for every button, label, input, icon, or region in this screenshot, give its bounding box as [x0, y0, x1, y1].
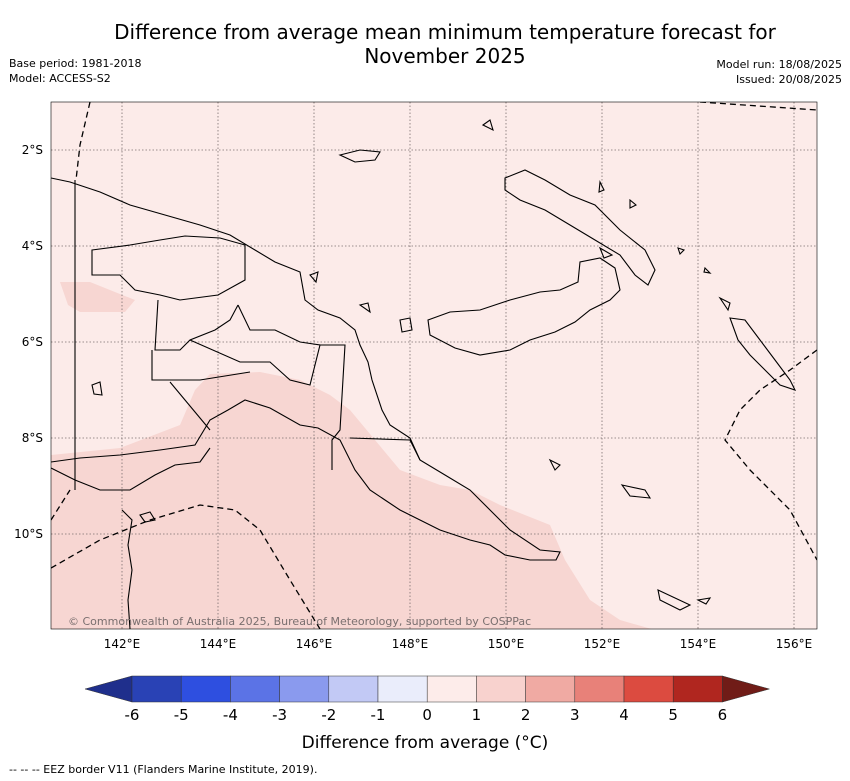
colorbar-swatch [180, 675, 231, 703]
south-coast-fly [51, 447, 211, 491]
colorbar-swatch [279, 675, 330, 703]
eez-borders [51, 102, 817, 629]
cape-york-coast [121, 509, 156, 629]
lon-label: 150°E [488, 637, 525, 651]
colorbar-swatch [426, 675, 477, 703]
colorbar-tick: -3 [272, 706, 287, 724]
lon-label: 156°E [776, 637, 813, 651]
colorbar-tick: 1 [472, 706, 482, 724]
latitude-labels: 2°S 4°S 6°S 8°S 10°S [14, 143, 43, 541]
colorbar-swatch [722, 675, 771, 703]
colorbar-swatch [131, 675, 182, 703]
colorbar-tick: -4 [223, 706, 238, 724]
colorbar-swatch [672, 675, 723, 703]
colorbar-tick: -5 [174, 706, 189, 724]
colorbar-swatch [377, 675, 428, 703]
new-guinea-coast [51, 177, 561, 561]
map-title: Difference from average mean minimum tem… [114, 20, 776, 68]
copyright-note: © Commonwealth of Australia 2025, Bureau… [68, 615, 531, 628]
provincial-borders [74, 180, 421, 490]
colorbar-swatch [574, 675, 625, 703]
colorbar-tick: 3 [570, 706, 580, 724]
colorbar-swatch [84, 675, 133, 703]
colorbar-swatch [623, 675, 674, 703]
base-period: Base period: 1981-2018 [9, 57, 142, 70]
lon-label: 152°E [584, 637, 621, 651]
issued-date: Issued: 20/08/2025 [735, 73, 842, 86]
legend-title: Difference from average (°C) [301, 733, 549, 753]
anomaly-fill-warm-west [60, 282, 135, 312]
bougainville-coast [729, 317, 797, 391]
lat-label: 2°S [22, 143, 43, 157]
lon-label: 144°E [200, 637, 237, 651]
map-frame [50, 101, 818, 630]
longitude-labels: 142°E 144°E 146°E 148°E 150°E 152°E 154°E 156°E [104, 637, 813, 651]
eez-footnote: -- -- -- EEZ border V11 (Flanders Marine… [9, 763, 318, 776]
lat-label: 4°S [22, 239, 43, 253]
colorbar-ticks: -6 -5 -4 -3 -2 -1 0 1 2 3 4 5 6 [125, 706, 728, 724]
colorbar-tick: 2 [521, 706, 531, 724]
colorbar-tick: 4 [619, 706, 629, 724]
lat-label: 10°S [14, 527, 43, 541]
meta-left: Base period: 1981-2018 Model: ACCESS-S2 [9, 56, 141, 86]
colorbar [84, 675, 771, 703]
lat-label: 6°S [22, 335, 43, 349]
lon-label: 146°E [296, 637, 333, 651]
colorbar-tick: -6 [125, 706, 140, 724]
manus-coast [338, 149, 381, 163]
lon-label: 142°E [104, 637, 141, 651]
lon-label: 148°E [392, 637, 429, 651]
colorbar-tick: 6 [718, 706, 728, 724]
colorbar-tick: -1 [371, 706, 386, 724]
graticule [51, 102, 817, 629]
coastlines [51, 119, 797, 629]
islands [91, 119, 731, 611]
colorbar-swatch [476, 675, 526, 703]
colorbar-swatch [525, 675, 576, 703]
model-run: Model run: 18/08/2025 [716, 58, 842, 71]
colorbar-tick: 5 [668, 706, 678, 724]
new-britain-coast [427, 257, 621, 356]
model-name: Model: ACCESS-S2 [9, 72, 111, 85]
colorbar-tick: -2 [321, 706, 336, 724]
colorbar-swatch [328, 675, 379, 703]
colorbar-swatch [230, 675, 280, 703]
anomaly-fill-warm [51, 372, 652, 629]
lon-label: 154°E [680, 637, 717, 651]
new-ireland-coast [504, 169, 656, 286]
meta-right: Model run: 18/08/2025 Issued: 20/08/2025 [716, 57, 842, 87]
colorbar-tick: 0 [422, 706, 432, 724]
lat-label: 8°S [22, 431, 43, 445]
